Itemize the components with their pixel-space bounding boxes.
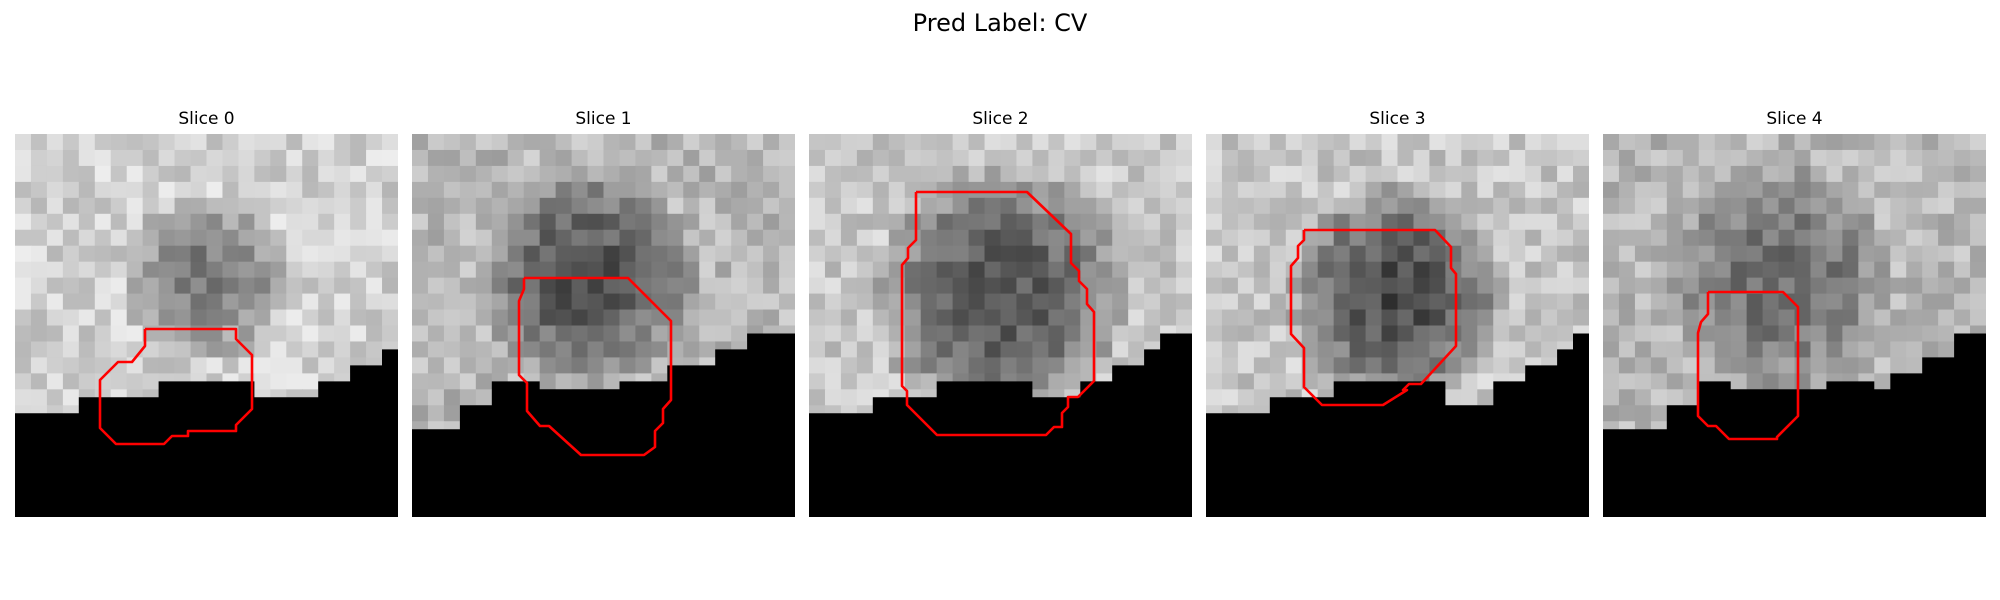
segmentation-contour xyxy=(1696,290,1800,441)
slice-panel-0: Slice 0 xyxy=(15,108,398,520)
slice-panel-4: Slice 4 xyxy=(1603,108,1986,520)
slice-image xyxy=(1603,134,1986,517)
slice-title: Slice 3 xyxy=(1369,109,1426,129)
segmentation-contour xyxy=(98,327,254,446)
slice-panel-2: Slice 2 xyxy=(809,108,1192,520)
slice-title: Slice 4 xyxy=(1766,109,1823,129)
slice-title: Slice 0 xyxy=(178,109,235,129)
masked-region xyxy=(1603,333,1986,517)
figure-title: Pred Label: CV xyxy=(912,9,1088,37)
slice-panel-1: Slice 1 xyxy=(412,108,795,520)
slice-image xyxy=(412,134,795,517)
slice-panel-3: Slice 3 xyxy=(1206,108,1589,520)
masked-region xyxy=(1206,333,1589,517)
slice-title: Slice 2 xyxy=(972,109,1029,129)
masked-region xyxy=(15,349,398,517)
segmentation-contour xyxy=(517,276,673,457)
masked-region xyxy=(412,333,795,517)
slice-title: Slice 1 xyxy=(575,109,632,129)
slice-image xyxy=(1206,134,1589,517)
slice-image xyxy=(809,134,1192,517)
masked-region xyxy=(809,333,1192,517)
segmentation-contour xyxy=(1289,228,1458,407)
segmentation-contour xyxy=(900,190,1096,437)
pixel-grid xyxy=(15,134,398,517)
slice-image xyxy=(15,134,398,517)
